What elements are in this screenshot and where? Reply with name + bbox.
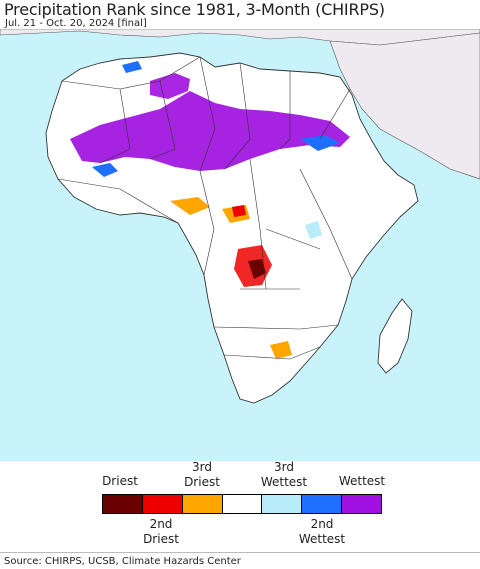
legend-label-second-driest: 2nd Driest — [143, 517, 179, 546]
third-driest-patch-south — [270, 341, 292, 359]
legend-label-second-wettest: 2nd Wettest — [298, 517, 346, 546]
second-driest-patch-gulf — [232, 205, 246, 217]
legend-swatch-driest — [103, 495, 143, 513]
third-driest-patch-west — [170, 197, 210, 215]
legend-swatch-third-driest — [182, 495, 223, 513]
precipitation-rank-map — [0, 29, 480, 461]
legend-swatch-third-wettest — [262, 495, 303, 513]
driest-core-congo — [248, 259, 266, 279]
map-title: Precipitation Rank since 1981, 3-Month (… — [4, 0, 385, 19]
legend-swatch-normal — [222, 495, 263, 513]
map-subtitle: Jul. 21 - Oct. 20, 2024 [final] — [5, 18, 147, 29]
second-wettest-patch-west — [92, 163, 118, 177]
sahara-wettest-patch — [150, 73, 190, 99]
madagascar-landmass — [377, 298, 413, 374]
legend-label-wettest: Wettest — [338, 474, 386, 488]
legend-color-bar — [102, 494, 382, 514]
source-credit: Source: CHIRPS, UCSB, Climate Hazards Ce… — [0, 552, 480, 569]
second-wettest-patch-north — [122, 61, 142, 73]
legend-label-third-driest: 3rd Driest — [184, 460, 220, 489]
second-wettest-patch-east — [300, 135, 340, 151]
legend-swatch-second-driest — [142, 495, 183, 513]
legend-swatch-wettest — [342, 495, 382, 513]
country-borders — [57, 56, 353, 360]
sahel-wettest-region — [70, 91, 350, 171]
third-wettest-patch — [305, 221, 322, 239]
legend-label-driest: Driest — [102, 474, 138, 488]
precipitation-legend: Driest 3rd Driest 3rd Wettest Wettest 2n… — [0, 460, 480, 552]
legend-swatch-second-wettest — [302, 495, 343, 513]
legend-label-third-wettest: 3rd Wettest — [260, 460, 308, 489]
